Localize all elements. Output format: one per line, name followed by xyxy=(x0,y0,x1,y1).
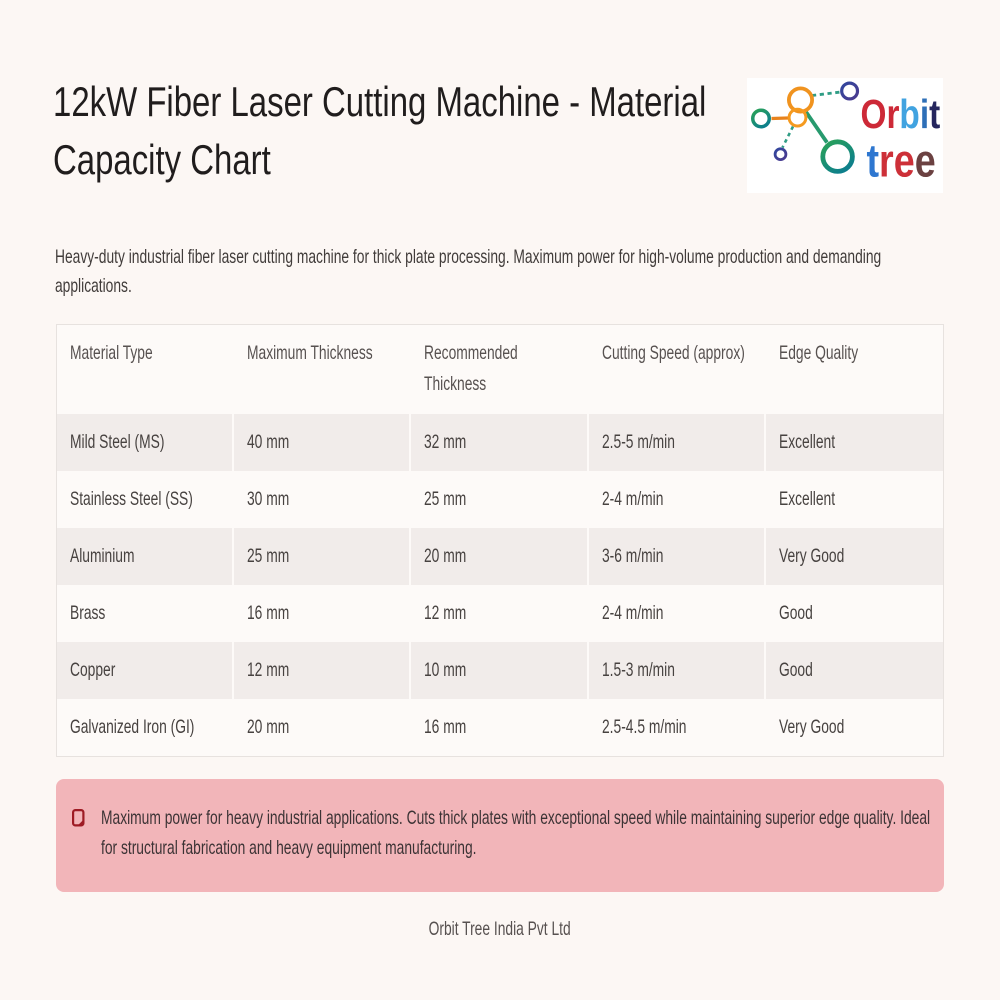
svg-text:Orbit: Orbit xyxy=(861,90,941,136)
svg-text:tree: tree xyxy=(867,135,936,186)
